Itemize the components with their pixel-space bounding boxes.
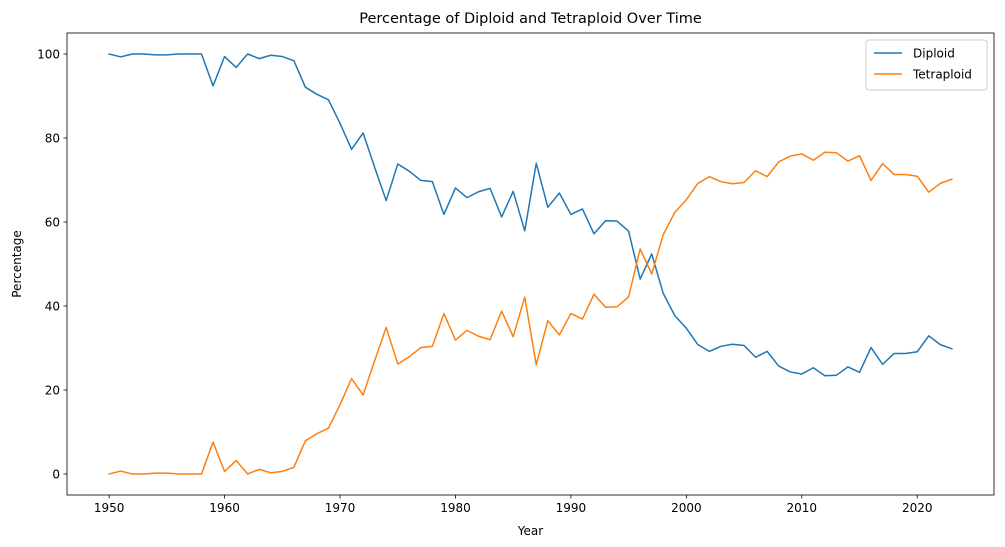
series-line-diploid bbox=[108, 53, 953, 377]
y-tick-label: 0 bbox=[52, 467, 60, 481]
chart-title: Percentage of Diploid and Tetraploid Ove… bbox=[359, 11, 702, 27]
legend-label-diploid: Diploid bbox=[913, 46, 955, 60]
plot-frame bbox=[66, 32, 995, 496]
y-tick-label: 80 bbox=[45, 131, 60, 145]
x-tick-label: 1960 bbox=[209, 501, 240, 515]
x-tick-label: 2020 bbox=[902, 501, 933, 515]
x-tick-label: 1980 bbox=[440, 501, 471, 515]
x-tick-label: 1950 bbox=[94, 501, 125, 515]
y-tick-label: 60 bbox=[45, 215, 60, 229]
x-tick-label: 1970 bbox=[325, 501, 356, 515]
series-line-tetraploid bbox=[108, 151, 953, 475]
legend-label-tetraploid: Tetraploid bbox=[912, 67, 972, 81]
legend: Diploid Tetraploid bbox=[865, 39, 988, 91]
y-tick-label: 100 bbox=[37, 47, 60, 61]
plot-area: 1950 1960 1970 1980 1990 2000 2010 2020 0 20 40 60 8… bbox=[37, 32, 995, 515]
x-tick-label: 2010 bbox=[787, 501, 818, 515]
x-tick-label: 2000 bbox=[671, 501, 702, 515]
x-tick-label: 1990 bbox=[556, 501, 587, 515]
y-tick-label: 20 bbox=[45, 383, 60, 397]
y-tick-label: 40 bbox=[45, 299, 60, 313]
x-axis-label: Year bbox=[517, 524, 543, 538]
y-axis-label: Percentage bbox=[10, 230, 24, 298]
